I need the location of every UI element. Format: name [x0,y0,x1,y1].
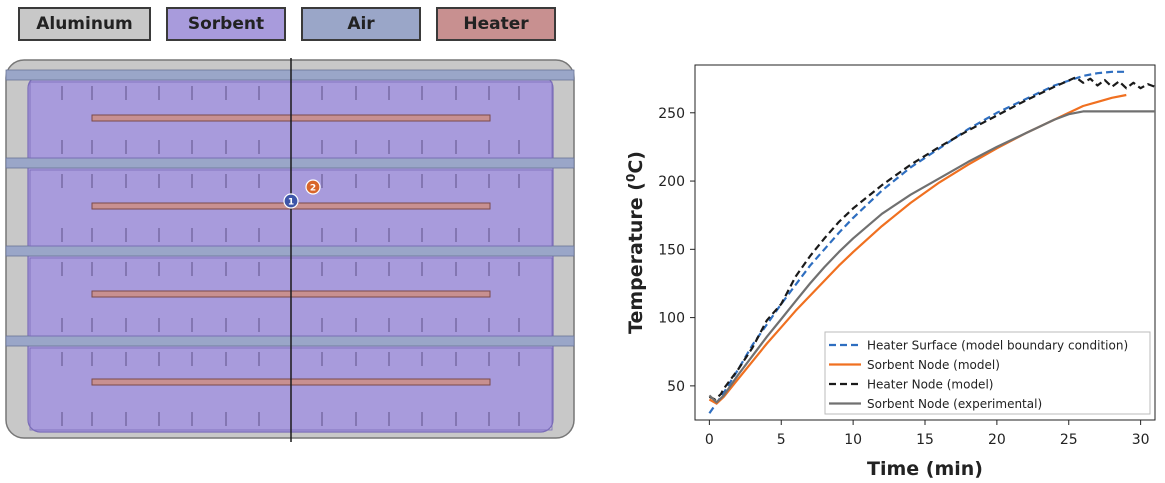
temperature-chart: 0 5 10 15 20 25 30 50 100 150 200 250 Time (min) Temp… [624,64,1156,480]
material-label-heater: Heater [463,14,529,34]
x-tick-label-1: 5 [777,432,786,448]
legend-label-1: Heater Surface (model boundary condition… [867,339,1128,353]
legend-label-3: Heater Node (model) [867,378,993,392]
material-swatch-sorbent: Sorbent [166,7,286,41]
node-marker-1: 1 [283,193,299,209]
node-marker-2-circle [305,179,321,195]
x-tick-label-5: 25 [1060,432,1078,448]
node-marker-2-label: 2 [310,184,316,194]
chart-legend-box [824,331,1151,415]
air-channel-1 [5,69,575,81]
series-line-1 [708,70,1127,414]
node-marker-2: 2 [305,179,321,195]
material-legend: Aluminum Sorbent Air Heater [18,7,588,43]
reactor-cross-section-diagram: 12 [5,58,575,442]
x-tick-label-3: 15 [916,432,934,448]
series-line-4 [708,110,1155,404]
chart-legend: Heater Surface (model boundary condition… [824,331,1151,415]
y-tick-label-3: 200 [658,174,685,190]
y-tick-label-1: 100 [658,311,685,327]
x-tick-label-6: 30 [1132,432,1150,448]
x-tick-label-4: 20 [988,432,1006,448]
legend-label-2: Sorbent Node (model) [867,358,1000,372]
y-axis-label-main: Temperature ( [625,182,647,334]
material-label-aluminum: Aluminum [36,14,133,34]
material-label-air: Air [347,14,375,34]
x-tick-label-0: 0 [705,432,714,448]
x-axis-label: Time (min) [867,458,983,480]
material-swatch-aluminum: Aluminum [18,7,151,41]
air-channel-2 [5,157,575,169]
y-tick-label-4: 250 [658,106,685,122]
node-marker-1-circle [283,193,299,209]
series-line-3 [708,76,1156,401]
series-line-2 [708,93,1127,405]
material-swatch-air: Air [301,7,421,41]
air-channel-3 [5,245,575,257]
legend-label-4: Sorbent Node (experimental) [867,397,1042,411]
material-swatch-heater: Heater [436,7,556,41]
x-tick-label-2: 10 [844,432,862,448]
y-axis-label-sup: 0 [624,174,638,182]
y-axis-label-unit: C) [625,151,647,174]
material-label-sorbent: Sorbent [187,14,265,34]
node-marker-1-label: 1 [288,198,294,208]
y-tick-label-2: 150 [658,242,685,258]
air-channel-4 [5,335,575,347]
y-axis-label: Temperature (0C) [624,151,647,334]
y-tick-label-0: 50 [667,379,685,395]
